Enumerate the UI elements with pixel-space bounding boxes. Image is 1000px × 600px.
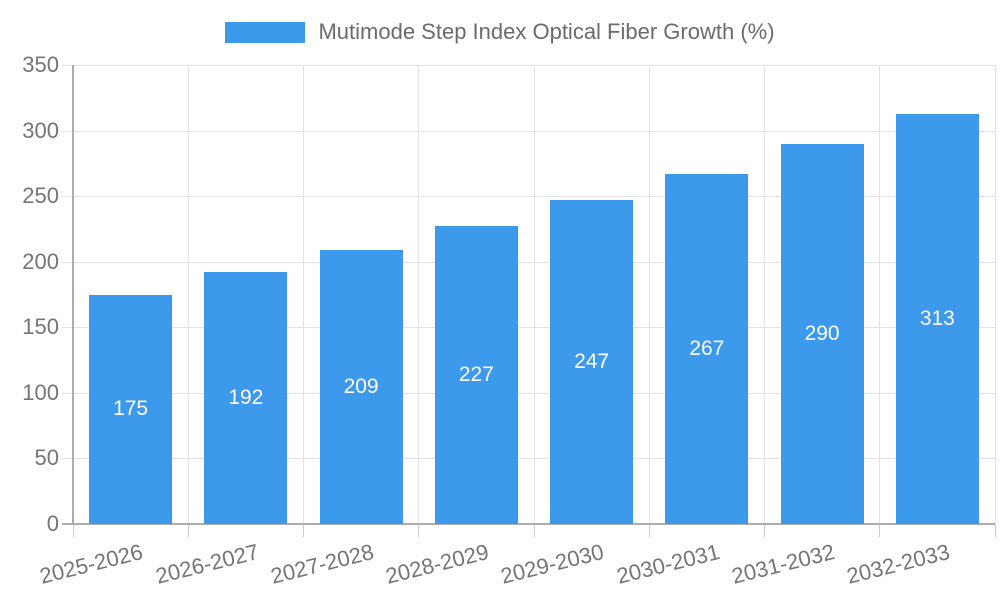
x-tick-label: 2027-2028 [268,539,377,589]
y-tick-label: 150 [22,314,59,340]
y-tick-label: 0 [46,511,59,536]
x-gridline [879,65,881,524]
x-tick-label: 2030-2031 [613,539,722,589]
bar-value-label: 290 [804,321,840,345]
bar: 290 [780,143,864,524]
x-gridline [303,65,304,524]
y-tick-label: 200 [22,248,59,274]
y-gridline [62,261,995,263]
x-gridline [994,65,996,524]
bar-value-label: 227 [458,363,494,387]
bar-value-label: 192 [228,386,264,410]
bar: 313 [895,113,979,524]
y-tick-label: 250 [22,183,59,209]
x-tick-mark [72,524,74,537]
legend-swatch [225,21,306,43]
bar-value-label: 267 [689,336,725,360]
x-tick-mark [187,524,189,537]
chart-legend: Mutimode Step Index Optical Fiber Growth… [0,16,1000,48]
x-tick-label: 2026-2027 [152,539,261,589]
x-gridline [418,65,420,524]
bar: 192 [204,272,288,524]
y-tick-label: 350 [22,52,59,77]
x-tick-mark [994,524,996,537]
bar: 175 [89,294,173,524]
y-gridline [62,196,995,198]
x-gridline [187,65,189,524]
x-gridline [648,65,650,524]
x-tick-label: 2028-2029 [383,539,492,589]
bar: 227 [434,226,518,524]
x-tick-label: 2032-2033 [844,539,953,589]
bar-value-label: 247 [574,350,610,374]
bar: 247 [550,200,634,524]
x-tick-mark [879,524,881,537]
bar-value-label: 175 [113,397,149,421]
y-gridline [62,327,995,329]
y-tick-label: 100 [22,379,59,405]
y-gridline [62,65,995,66]
bar-value-label: 313 [919,306,955,330]
y-tick-label: 50 [34,445,59,471]
x-tick-mark [533,524,535,537]
x-tick-mark [303,524,304,537]
y-gridline [62,458,995,460]
x-tick-mark [418,524,420,537]
bar: 209 [319,249,403,524]
y-gridline [62,130,995,132]
bar-value-label: 209 [343,374,379,398]
y-gridline [62,392,995,394]
x-axis-line [62,523,995,525]
y-tick-label: 300 [22,117,59,143]
legend-label: Mutimode Step Index Optical Fiber Growth… [318,19,775,44]
x-tick-label: 2029-2030 [498,539,607,589]
x-tick-label: 2031-2032 [729,539,838,589]
bar: 267 [665,173,749,524]
y-axis-line [72,65,74,524]
x-gridline [764,65,765,524]
x-gridline [533,65,535,524]
x-tick-mark [764,524,765,537]
x-tick-label: 2025-2026 [37,539,146,589]
x-tick-mark [648,524,650,537]
